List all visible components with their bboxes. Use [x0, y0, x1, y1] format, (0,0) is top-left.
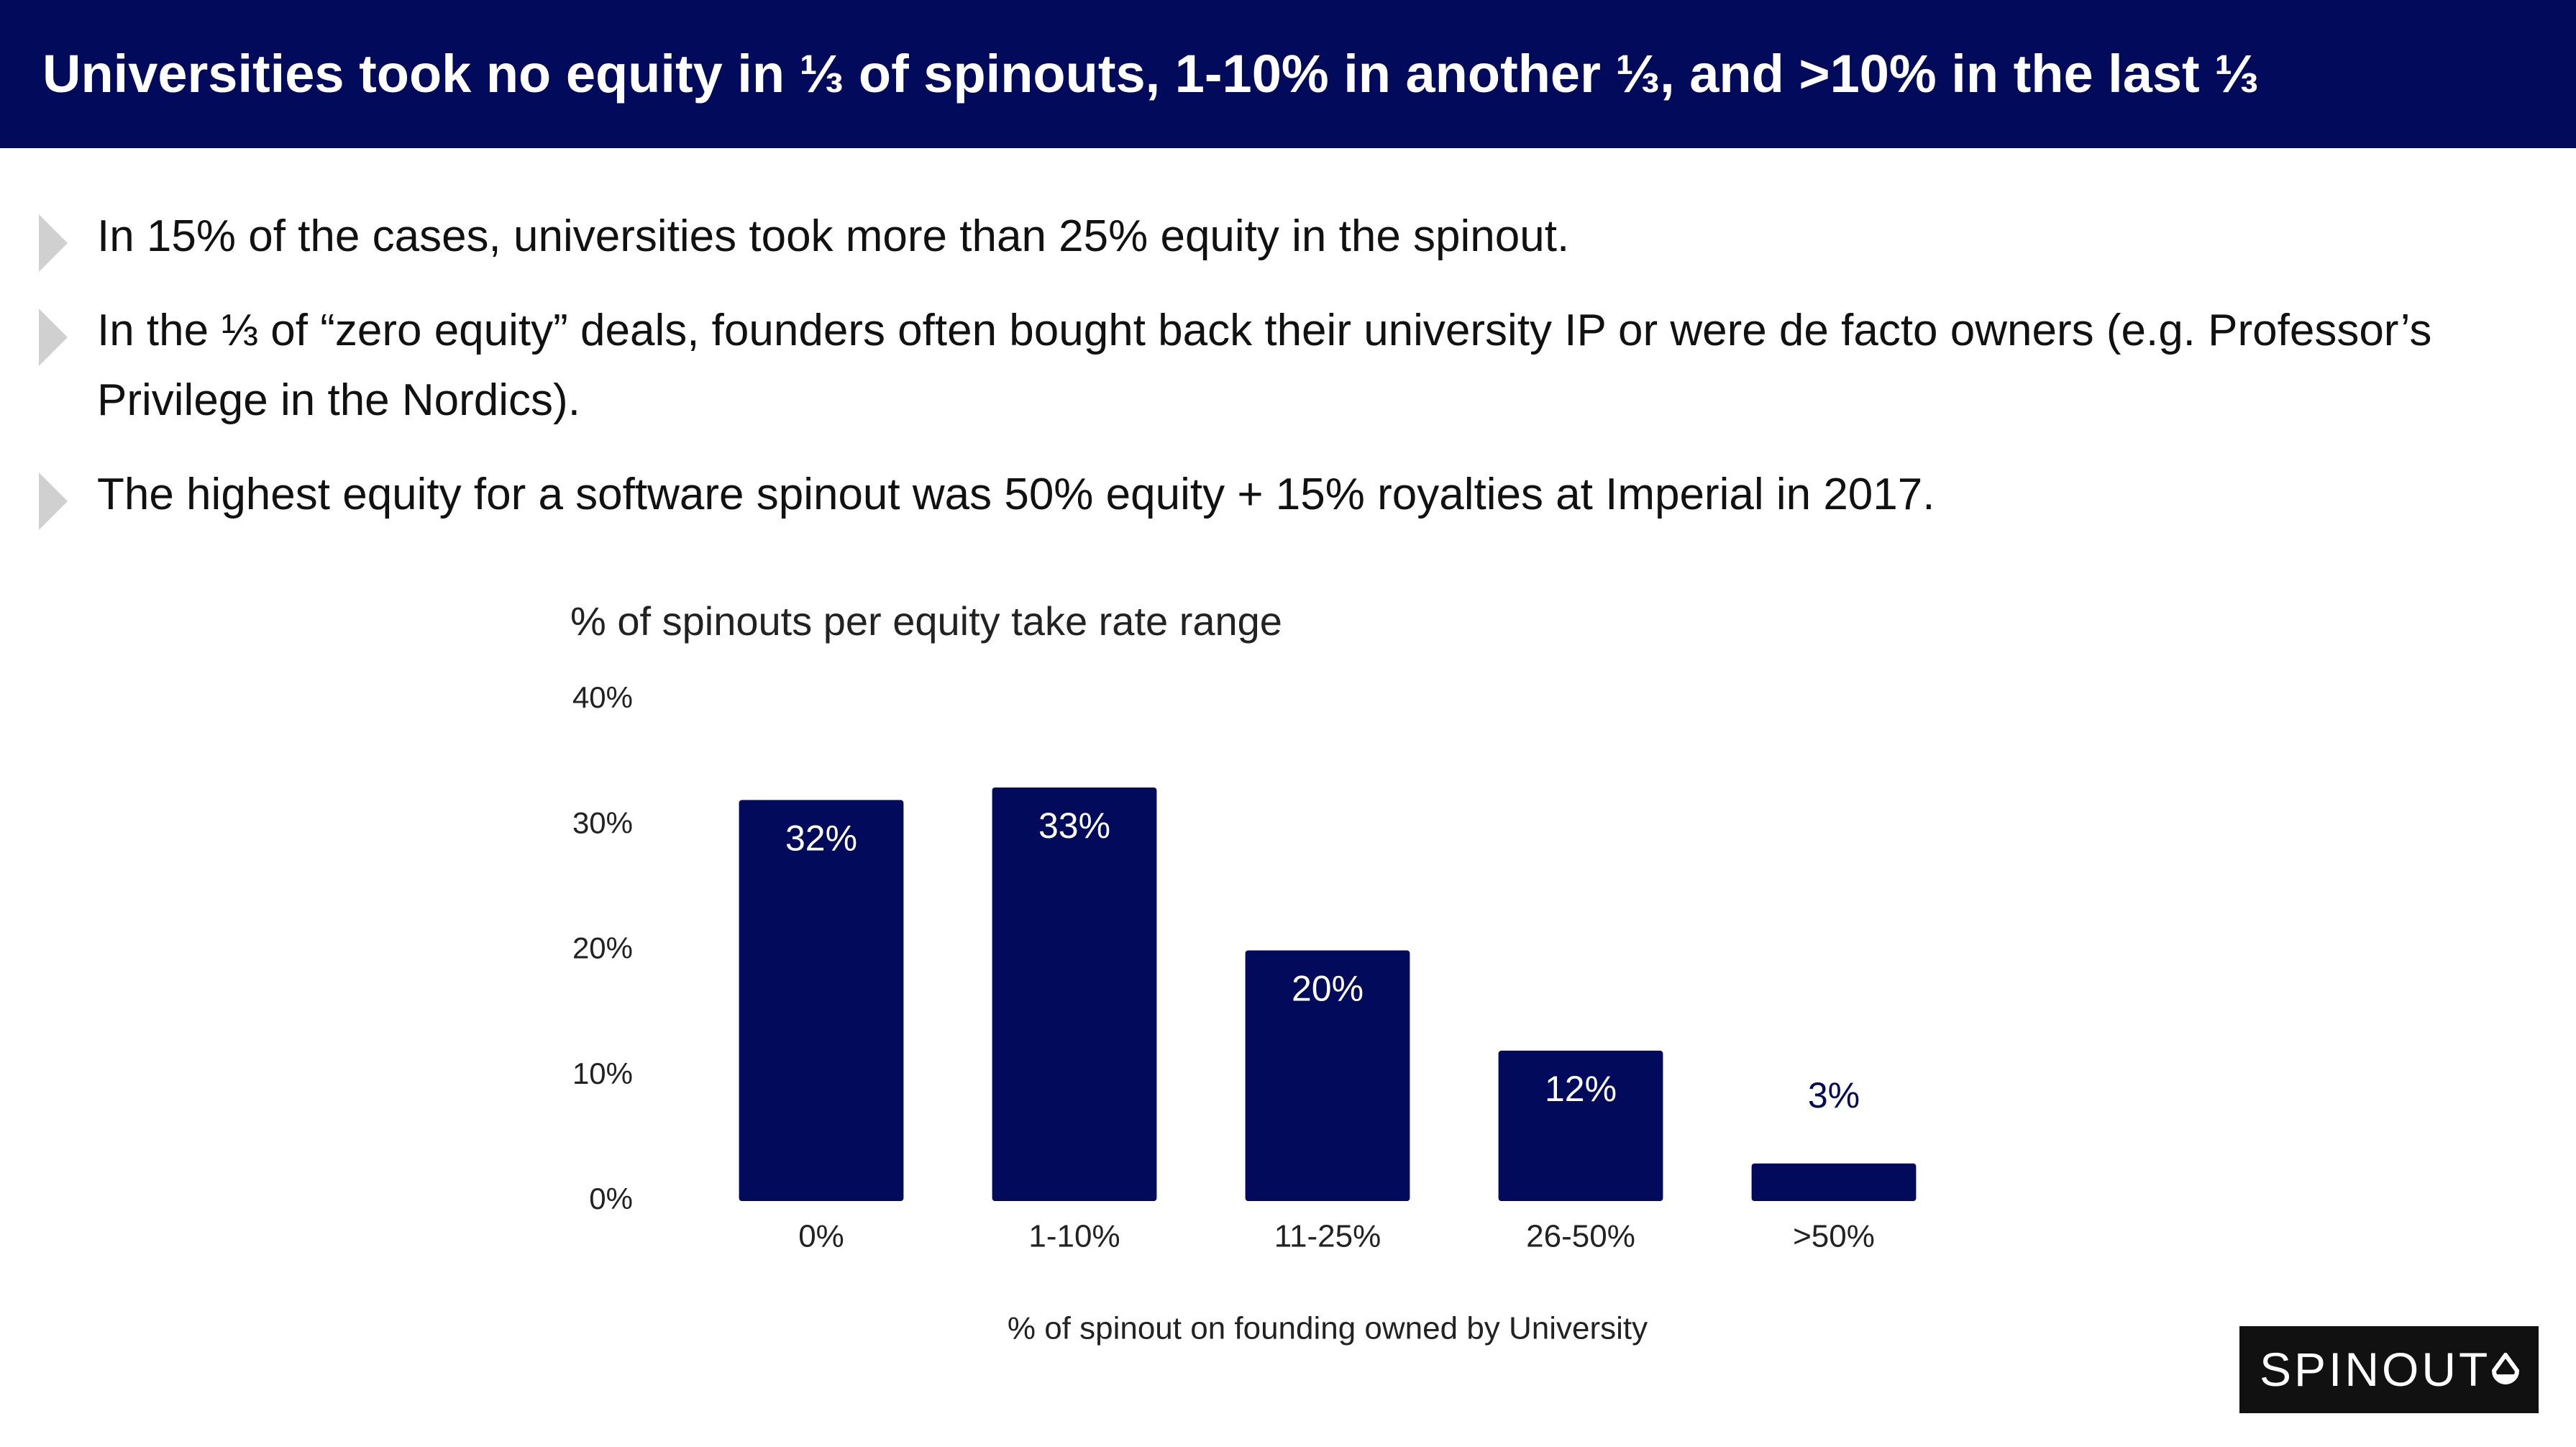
logo-icon [2491, 1353, 2520, 1384]
bullet-text: In the ⅓ of “zero equity” deals, founder… [97, 306, 2432, 425]
bullet-list: In 15% of the cases, universities took m… [36, 201, 2445, 554]
slide-title: Universities took no equity in ⅓ of spin… [42, 44, 2259, 104]
bar [992, 787, 1157, 1201]
x-tick-label: 26-50% [1526, 1219, 1635, 1254]
value-label: 33% [1038, 805, 1110, 846]
y-tick-label: 0% [589, 1182, 633, 1215]
bullet: The highest equity for a software spinou… [36, 460, 2445, 530]
y-tick-label: 20% [572, 931, 633, 965]
bullet-icon [39, 473, 68, 530]
header: Universities took no equity in ⅓ of spin… [0, 0, 2576, 148]
chart-title: % of spinouts per equity take rate range [570, 598, 1282, 644]
bar [739, 800, 904, 1201]
bullet-text: In 15% of the cases, universities took m… [97, 211, 1570, 261]
bar [1751, 1163, 1917, 1201]
x-tick-label: 1-10% [1028, 1219, 1120, 1254]
bullet-text: The highest equity for a software spinou… [97, 470, 1935, 519]
x-tick-label: >50% [1793, 1219, 1875, 1254]
value-label: 20% [1292, 969, 1364, 1009]
value-label: 12% [1545, 1069, 1617, 1109]
logo-text: SPINOUT [2260, 1343, 2491, 1396]
bar [1498, 1050, 1663, 1201]
bar [1245, 950, 1410, 1201]
x-axis-label: % of spinout on founding owned by Univer… [1008, 1311, 1648, 1346]
x-tick-label: 11-25% [1274, 1219, 1381, 1254]
bullet-icon [39, 214, 68, 272]
logo: SPINOUT [2239, 1326, 2539, 1413]
bullet-icon [39, 309, 68, 366]
bullet: In 15% of the cases, universities took m… [36, 201, 2445, 272]
y-tick-label: 40% [572, 680, 633, 714]
bullet: In the ⅓ of “zero equity” deals, founder… [36, 296, 2445, 435]
value-label: 32% [785, 818, 857, 859]
x-tick-label: 0% [798, 1219, 844, 1254]
value-label: 3% [1808, 1075, 1860, 1115]
y-tick-label: 10% [572, 1056, 633, 1090]
y-tick-label: 30% [572, 805, 633, 839]
